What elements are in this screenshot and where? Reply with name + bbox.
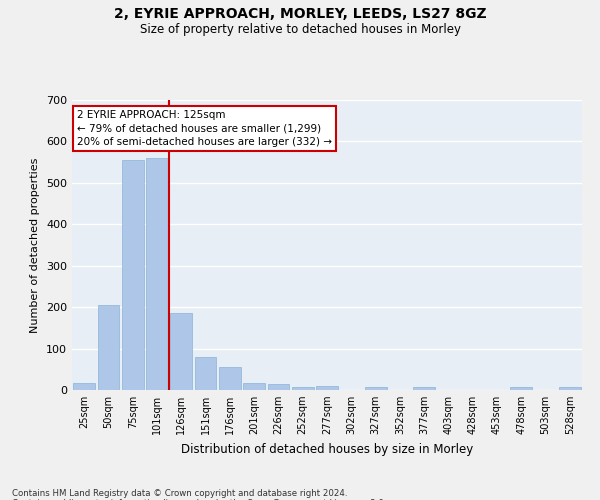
Bar <box>559 387 581 390</box>
Text: Size of property relative to detached houses in Morley: Size of property relative to detached ho… <box>139 22 461 36</box>
Text: 2 EYRIE APPROACH: 125sqm
← 79% of detached houses are smaller (1,299)
20% of sem: 2 EYRIE APPROACH: 125sqm ← 79% of detach… <box>77 110 332 146</box>
Y-axis label: Number of detached properties: Number of detached properties <box>31 158 40 332</box>
Bar <box>73 382 95 390</box>
Text: Contains HM Land Registry data © Crown copyright and database right 2024.: Contains HM Land Registry data © Crown c… <box>12 488 347 498</box>
Bar <box>268 384 289 390</box>
Bar <box>170 314 192 390</box>
Bar <box>243 382 265 390</box>
Bar <box>365 387 386 390</box>
Text: Distribution of detached houses by size in Morley: Distribution of detached houses by size … <box>181 442 473 456</box>
Bar <box>413 387 435 390</box>
Text: 2, EYRIE APPROACH, MORLEY, LEEDS, LS27 8GZ: 2, EYRIE APPROACH, MORLEY, LEEDS, LS27 8… <box>113 8 487 22</box>
Bar <box>194 357 217 390</box>
Bar <box>97 305 119 390</box>
Bar <box>146 158 168 390</box>
Bar <box>511 387 532 390</box>
Bar <box>219 367 241 390</box>
Bar <box>316 386 338 390</box>
Bar <box>122 160 143 390</box>
Bar <box>292 387 314 390</box>
Text: Contains public sector information licensed under the Open Government Licence v3: Contains public sector information licen… <box>12 498 386 500</box>
